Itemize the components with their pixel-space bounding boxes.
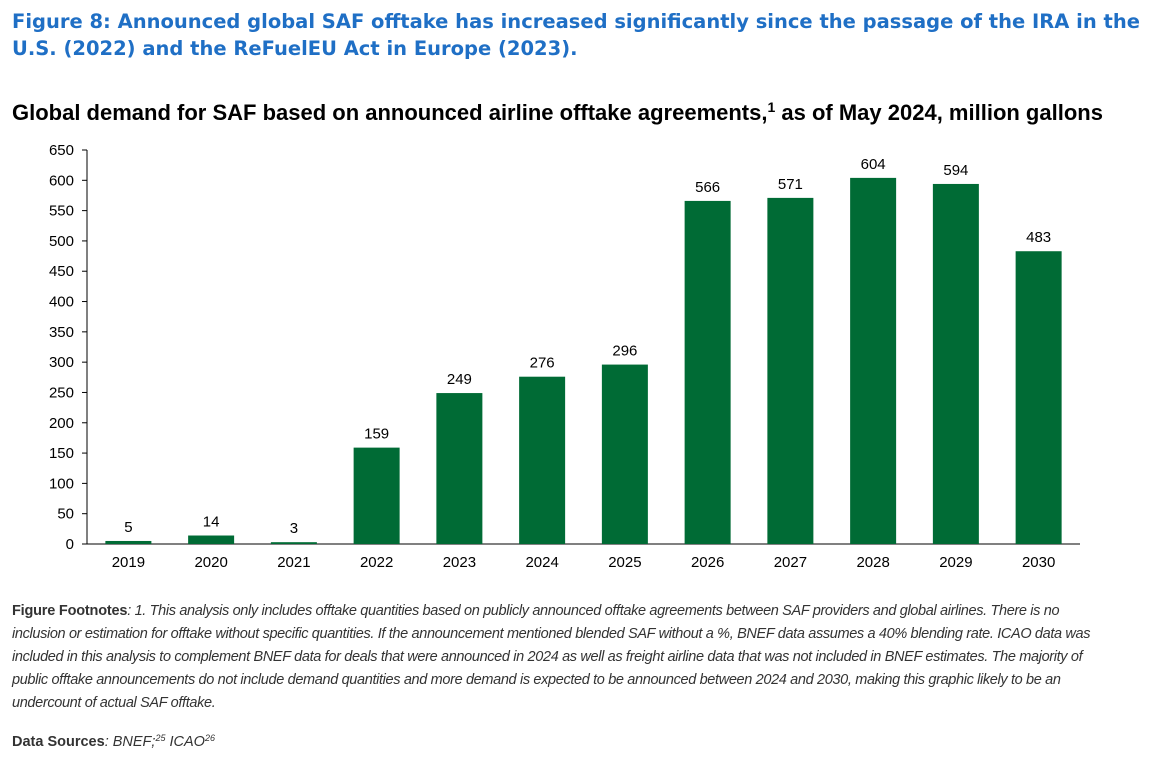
footnotes-label: Figure Footnotes [12, 603, 128, 619]
bar-2027 [767, 197, 814, 544]
data-label-2025: 296 [612, 343, 637, 360]
y-tick-label: 550 [49, 203, 74, 220]
x-tick-label-2022: 2022 [360, 554, 393, 571]
x-tick-label-2030: 2030 [1022, 554, 1055, 571]
y-axis: 0 50 100 150 200 250 300 350 400 450 500 550 600 650 [49, 142, 88, 553]
chart-title: Global demand for SAF based on announced… [12, 99, 1157, 127]
x-tick-label-2025: 2025 [608, 554, 641, 571]
chart-title-footnote-ref: 1 [767, 99, 776, 115]
data-label-2027: 571 [778, 176, 803, 193]
bar-2020 [188, 535, 235, 544]
y-tick-label: 200 [49, 415, 74, 432]
data-label-2030: 483 [1026, 229, 1051, 246]
bar-2028 [850, 177, 897, 545]
data-label-2029: 594 [943, 162, 968, 179]
figure-footnotes: Figure Footnotes: 1. This analysis only … [12, 600, 1112, 715]
y-tick-label: 350 [49, 324, 74, 341]
bar-2026 [684, 200, 731, 544]
x-tick-label-2023: 2023 [443, 554, 476, 571]
y-tick-label: 650 [49, 142, 74, 159]
data-label-2022: 159 [364, 426, 389, 443]
y-tick-label: 400 [49, 294, 74, 311]
bar-2024 [519, 376, 566, 544]
bar-2019 [105, 540, 152, 544]
y-tick-label: 0 [66, 536, 74, 553]
data-sources: Data Sources: BNEF;25 ICAO26 [12, 732, 215, 752]
data-label-2019: 5 [124, 519, 132, 536]
x-axis: 2019 2020 2021 2022 2023 2024 2025 2026 2027 2028… [87, 543, 1080, 571]
bar-chart: 050100150200250300350400450500550600650 … [49, 142, 1080, 571]
data-label-2026: 566 [695, 179, 720, 196]
y-tick-label: 100 [49, 475, 74, 492]
x-tick-label-2019: 2019 [112, 554, 145, 571]
sources-sup-a: 25 [155, 733, 166, 743]
figure-title: Figure 8: Announced global SAF offtake h… [12, 10, 1140, 60]
bar-2025 [601, 364, 648, 544]
chart-title-rest: as of May 2024, million gallons [775, 100, 1103, 125]
bar-2030 [1015, 251, 1062, 544]
x-tick-label-2027: 2027 [774, 554, 807, 571]
chart-title-bold: Global demand for SAF based on announced… [12, 100, 768, 125]
sources-text-b: ICAO [165, 734, 205, 750]
y-tick-label: 250 [49, 384, 74, 401]
x-tick-label-2020: 2020 [194, 554, 227, 571]
bars: 5 14 3 159 249 276 296 566 571 604 594 483 [105, 156, 1062, 545]
y-tick-label: 50 [57, 506, 74, 523]
data-label-2024: 276 [530, 355, 555, 372]
data-label-2021: 3 [290, 520, 298, 537]
data-label-2028: 604 [861, 156, 886, 173]
sources-sup-b: 26 [204, 733, 215, 743]
y-tick-label: 600 [49, 172, 74, 189]
bar-2023 [436, 393, 483, 544]
y-tick-label: 450 [49, 263, 74, 280]
bar-2021 [270, 542, 317, 544]
x-tick-label-2026: 2026 [691, 554, 724, 571]
x-tick-label-2024: 2024 [525, 554, 558, 571]
x-tick-label-2029: 2029 [939, 554, 972, 571]
bar-2022 [353, 447, 400, 544]
bar-2029 [932, 183, 979, 544]
x-tick-label-2021: 2021 [277, 554, 310, 571]
sources-label: Data Sources [12, 734, 105, 750]
footnotes-text: : 1. This analysis only includes offtake… [12, 603, 1091, 711]
data-label-2020: 14 [203, 514, 220, 531]
y-tick-label: 300 [49, 354, 74, 371]
y-tick-label: 500 [49, 233, 74, 250]
y-tick-label: 150 [49, 445, 74, 462]
x-tick-label-2028: 2028 [856, 554, 889, 571]
sources-text-a: : BNEF; [104, 734, 156, 750]
data-label-2023: 249 [447, 371, 472, 388]
